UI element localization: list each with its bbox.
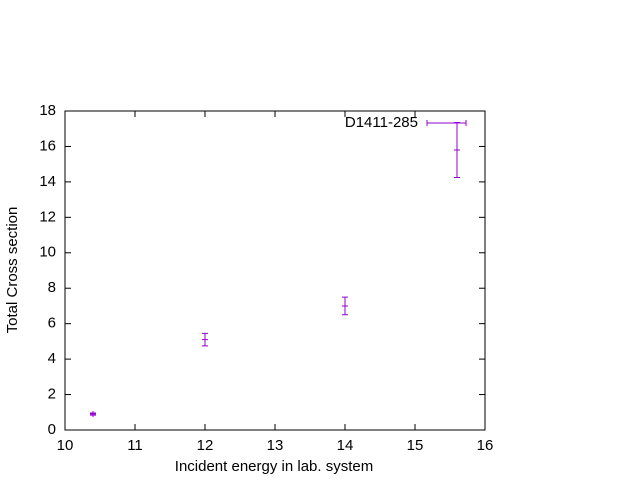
legend-sample xyxy=(426,120,467,126)
legend-label: D1411-285 xyxy=(345,114,418,131)
x-tick-label: 10 xyxy=(57,437,74,454)
data-point xyxy=(90,411,96,418)
data-point xyxy=(454,146,460,153)
y-tick-label: 12 xyxy=(39,208,56,225)
plot-frame xyxy=(64,110,486,431)
y-tick-label: 8 xyxy=(48,279,56,296)
y-tick-label: 16 xyxy=(39,137,56,154)
x-tick-label: 15 xyxy=(407,437,424,454)
y-tick-label: 18 xyxy=(39,102,56,119)
x-axis-label: Incident energy in lab. system xyxy=(175,458,373,475)
y-tick-label: 6 xyxy=(48,315,56,332)
y-tick-label: 10 xyxy=(39,244,56,261)
data-point xyxy=(202,336,208,343)
y-axis-label: Total Cross section xyxy=(4,207,21,334)
x-tick-label: 13 xyxy=(267,437,284,454)
x-tick-label: 16 xyxy=(477,437,494,454)
data-point xyxy=(342,302,348,309)
y-tick-label: 0 xyxy=(48,421,56,438)
y-tick-label: 4 xyxy=(48,350,56,367)
x-tick-label: 11 xyxy=(127,437,143,454)
x-tick-label: 14 xyxy=(337,437,354,454)
y-tick-label: 14 xyxy=(39,173,56,190)
x-tick-label: 12 xyxy=(197,437,214,454)
y-tick-label: 2 xyxy=(48,386,56,403)
